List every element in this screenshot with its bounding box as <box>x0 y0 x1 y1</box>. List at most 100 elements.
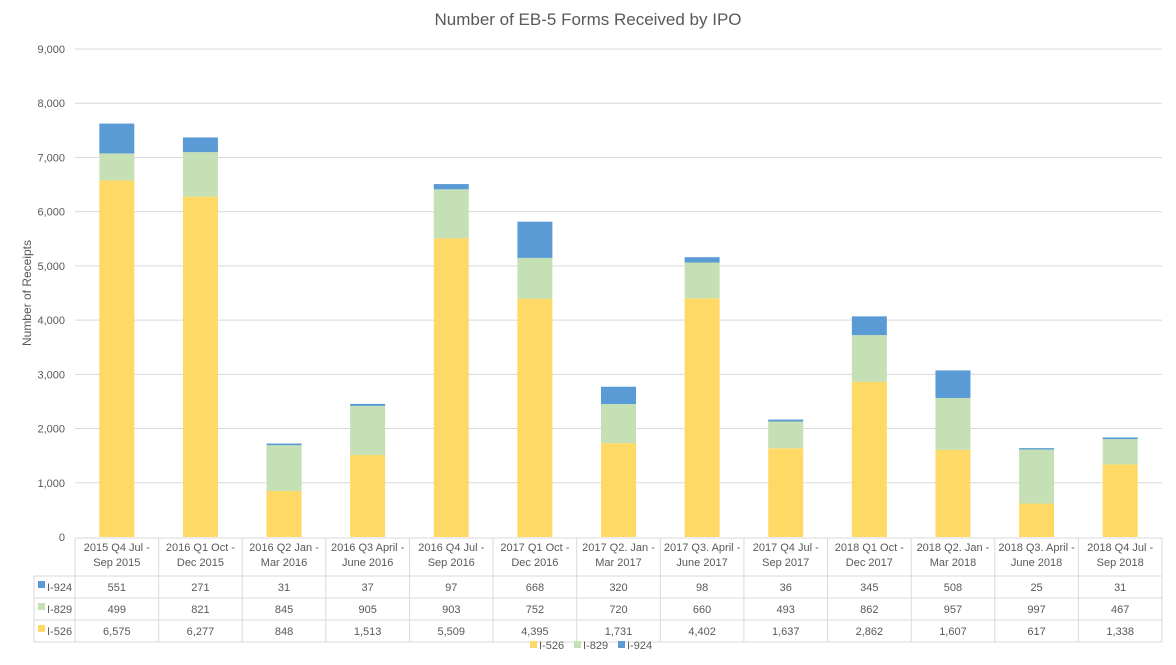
x-tick-label: 2016 Q2 Jan - <box>249 542 319 554</box>
row-label: I-829 <box>47 604 72 616</box>
data-label: 98 <box>696 582 708 594</box>
bar-i-526 <box>768 448 804 537</box>
bar-i-526 <box>266 491 302 537</box>
legend-key-i-829 <box>38 603 45 610</box>
x-tick-label: Sep 2016 <box>428 557 475 569</box>
x-tick-label: 2017 Q2. Jan - <box>582 542 655 554</box>
x-tick-label: 2018 Q2. Jan - <box>917 542 990 554</box>
bar-i-829 <box>601 404 636 444</box>
y-tick-label: 9,000 <box>37 44 65 56</box>
data-label: 467 <box>1111 604 1129 616</box>
data-label: 5,509 <box>438 626 466 638</box>
bar-i-829 <box>768 421 804 449</box>
data-label: 668 <box>526 582 544 594</box>
x-tick-label: 2016 Q1 Oct - <box>166 542 235 554</box>
data-label: 752 <box>526 604 544 616</box>
legend-label: I-526 <box>539 640 564 652</box>
x-tick-label: 2017 Q3. April - <box>664 542 741 554</box>
data-label: 37 <box>362 582 374 594</box>
bar-i-829 <box>182 152 218 197</box>
x-tick-label: June 2016 <box>342 557 393 569</box>
y-tick-label: 3,000 <box>37 369 65 381</box>
bar-i-526 <box>433 238 469 537</box>
data-label: 1,637 <box>772 626 800 638</box>
bar-i-924 <box>517 221 553 258</box>
bar-i-829 <box>350 405 386 455</box>
bar-i-924 <box>601 386 636 405</box>
bar-i-924 <box>684 257 720 263</box>
legend-marker-i-829 <box>574 641 581 648</box>
x-tick-label: Sep 2017 <box>762 557 809 569</box>
y-tick-label: 5,000 <box>37 261 65 273</box>
x-tick-label: Mar 2016 <box>261 557 307 569</box>
bar-i-924 <box>350 403 386 406</box>
bar-i-526 <box>601 443 636 537</box>
bar-i-829 <box>1019 449 1055 504</box>
x-tick-label: June 2018 <box>1011 557 1062 569</box>
data-label: 97 <box>445 582 457 594</box>
data-label: 551 <box>108 582 126 594</box>
bar-i-829 <box>99 153 135 181</box>
bar-i-829 <box>1102 439 1138 465</box>
bar-i-829 <box>684 262 720 299</box>
legend-marker-i-526 <box>530 641 537 648</box>
y-tick-label: 7,000 <box>37 152 65 164</box>
bar-i-924 <box>266 443 302 446</box>
legend-key-i-924 <box>38 581 45 588</box>
data-label: 36 <box>780 582 792 594</box>
x-tick-label: 2018 Q4 Jul - <box>1087 542 1153 554</box>
data-label: 660 <box>693 604 711 616</box>
data-label: 508 <box>944 582 962 594</box>
data-label: 345 <box>860 582 878 594</box>
data-label: 2,862 <box>856 626 884 638</box>
bar-i-924 <box>1102 437 1138 440</box>
data-label: 499 <box>108 604 126 616</box>
x-tick-label: 2016 Q3 April - <box>331 542 405 554</box>
legend-label: I-829 <box>583 640 608 652</box>
x-tick-label: 2016 Q4 Jul - <box>418 542 484 554</box>
legend-marker-i-924 <box>618 641 625 648</box>
data-label: 4,395 <box>521 626 549 638</box>
data-label: 320 <box>609 582 627 594</box>
y-tick-label: 4,000 <box>37 315 65 327</box>
y-tick-label: 2,000 <box>37 424 65 436</box>
row-label: I-526 <box>47 626 72 638</box>
x-tick-label: 2017 Q4 Jul - <box>753 542 819 554</box>
x-tick-label: 2015 Q4 Jul - <box>84 542 150 554</box>
x-tick-label: June 2017 <box>676 557 727 569</box>
bar-i-924 <box>182 137 218 153</box>
bar-i-526 <box>935 449 971 537</box>
x-tick-label: Sep 2015 <box>93 557 140 569</box>
bar-i-829 <box>935 397 971 450</box>
bar-i-829 <box>433 189 469 239</box>
x-tick-label: Mar 2017 <box>595 557 641 569</box>
data-label: 1,731 <box>605 626 633 638</box>
x-tick-label: Dec 2017 <box>846 557 893 569</box>
bar-i-526 <box>851 381 887 537</box>
y-tick-label: 8,000 <box>37 98 65 110</box>
data-label: 848 <box>275 626 293 638</box>
data-label: 1,338 <box>1106 626 1134 638</box>
x-tick-label: Sep 2018 <box>1097 557 1144 569</box>
data-label: 957 <box>944 604 962 616</box>
bar-i-924 <box>433 184 469 190</box>
x-tick-label: Dec 2016 <box>511 557 558 569</box>
data-label: 617 <box>1027 626 1045 638</box>
bar-i-924 <box>935 370 971 398</box>
data-label: 1,513 <box>354 626 382 638</box>
bar-i-526 <box>350 454 386 537</box>
data-label: 862 <box>860 604 878 616</box>
x-tick-label: Mar 2018 <box>930 557 976 569</box>
data-label: 25 <box>1030 582 1042 594</box>
data-label: 493 <box>777 604 795 616</box>
legend-key-i-526 <box>38 625 45 632</box>
bar-i-924 <box>1019 448 1055 450</box>
bar-i-829 <box>266 445 302 492</box>
chart-title: Number of EB-5 Forms Received by IPO <box>434 10 742 29</box>
row-label: I-924 <box>47 582 72 594</box>
bar-i-829 <box>517 257 553 299</box>
bar-i-924 <box>768 419 804 422</box>
data-label: 1,607 <box>939 626 967 638</box>
data-label: 31 <box>278 582 290 594</box>
